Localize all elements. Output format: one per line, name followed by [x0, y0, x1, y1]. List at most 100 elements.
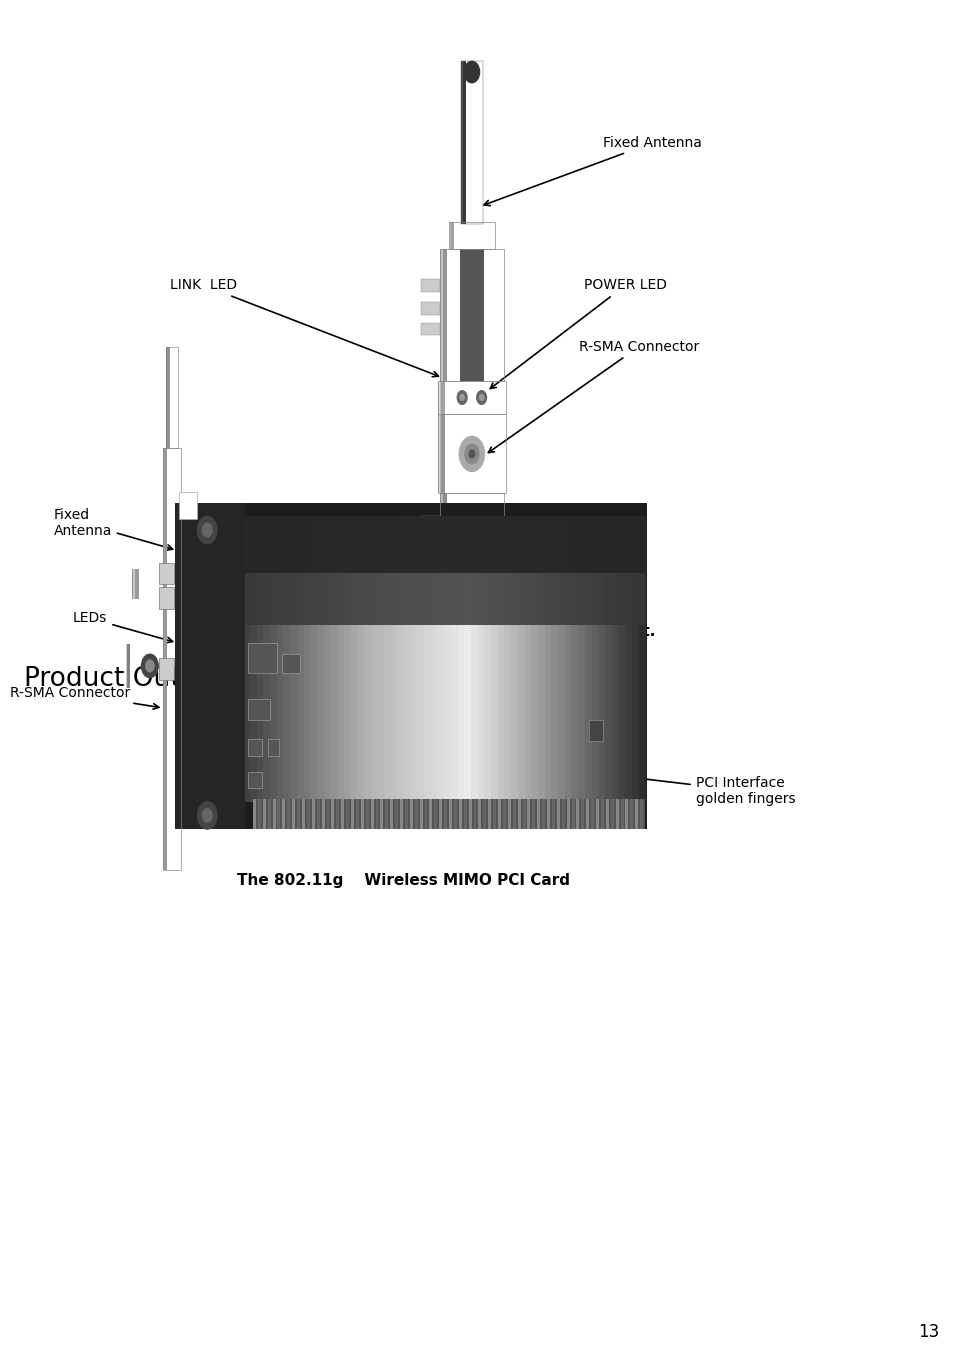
Bar [449, 222, 452, 249]
Bar [531, 516, 539, 802]
Bar [164, 448, 166, 870]
Bar [443, 493, 448, 568]
Bar [350, 516, 358, 802]
Bar [598, 516, 606, 802]
Bar [342, 799, 344, 829]
Bar [441, 249, 446, 381]
Bar [444, 493, 448, 568]
Bar [571, 516, 579, 802]
Bar [134, 569, 138, 599]
Bar [441, 493, 446, 568]
Bar [450, 222, 453, 249]
Bar [243, 516, 645, 573]
Bar [159, 563, 174, 584]
Bar [304, 516, 311, 802]
Bar [450, 222, 453, 249]
Bar [538, 516, 546, 802]
Bar [552, 516, 559, 802]
Bar [443, 249, 447, 381]
Circle shape [459, 436, 485, 472]
Bar [503, 799, 506, 829]
Bar [438, 414, 443, 493]
Bar [444, 249, 448, 381]
Bar [126, 644, 129, 688]
Text: 13: 13 [918, 1324, 939, 1341]
Bar [366, 799, 369, 829]
Bar [450, 222, 453, 249]
Bar [126, 644, 129, 688]
Bar [282, 654, 300, 673]
Bar [440, 381, 444, 414]
Bar [450, 516, 458, 802]
Bar [448, 568, 496, 601]
Bar [449, 222, 452, 249]
Bar [441, 493, 445, 568]
Circle shape [141, 654, 159, 678]
Bar [126, 644, 129, 688]
Bar [461, 61, 464, 224]
Bar [441, 493, 446, 568]
Circle shape [198, 802, 217, 829]
Bar [493, 799, 496, 829]
Bar [442, 249, 446, 381]
Bar [479, 799, 482, 829]
Bar [484, 799, 486, 829]
Bar [449, 222, 451, 249]
Bar [439, 381, 444, 414]
Bar [248, 643, 277, 673]
Bar [439, 414, 443, 493]
Bar [324, 516, 331, 802]
Bar [268, 799, 270, 829]
Bar [127, 644, 130, 688]
Bar [163, 448, 165, 870]
Bar [361, 799, 364, 829]
Bar [441, 414, 445, 493]
Bar [461, 61, 464, 224]
Bar [439, 414, 444, 493]
Bar [616, 799, 619, 829]
Bar [438, 381, 443, 414]
Bar [337, 516, 344, 802]
Text: LINK  LED: LINK LED [170, 279, 439, 376]
Bar [164, 448, 166, 870]
Bar [248, 739, 262, 756]
Bar [441, 414, 445, 493]
Bar [126, 644, 129, 688]
Bar [571, 799, 574, 829]
Bar [454, 799, 457, 829]
Bar [411, 516, 418, 802]
Text: The 802.11g    Wireless MIMO PCI Card: The 802.11g Wireless MIMO PCI Card [237, 872, 570, 889]
Bar [440, 381, 444, 414]
Bar [552, 799, 555, 829]
Bar [441, 493, 445, 568]
Bar [450, 222, 453, 249]
Bar [441, 249, 445, 381]
Circle shape [202, 523, 212, 537]
Bar [163, 448, 166, 870]
Bar [440, 493, 445, 568]
Bar [449, 222, 495, 249]
Bar [450, 222, 452, 249]
Bar [166, 347, 168, 448]
Bar [491, 516, 499, 802]
Bar [166, 347, 169, 448]
Bar [277, 799, 280, 829]
Bar [450, 222, 453, 249]
Bar [440, 249, 445, 381]
Bar [439, 414, 444, 493]
Circle shape [457, 390, 467, 405]
Bar [439, 381, 443, 414]
Bar [371, 799, 374, 829]
Bar [462, 61, 464, 224]
Text: Fixed Antenna: Fixed Antenna [484, 136, 703, 205]
Bar [287, 799, 290, 829]
Bar [566, 799, 569, 829]
Bar [126, 644, 129, 688]
Bar [441, 493, 445, 568]
Bar [311, 799, 314, 829]
Bar [420, 280, 440, 292]
Bar [167, 347, 169, 448]
Bar [441, 493, 445, 568]
Bar [439, 414, 443, 493]
Text: R-SMA Connector: R-SMA Connector [10, 686, 159, 709]
